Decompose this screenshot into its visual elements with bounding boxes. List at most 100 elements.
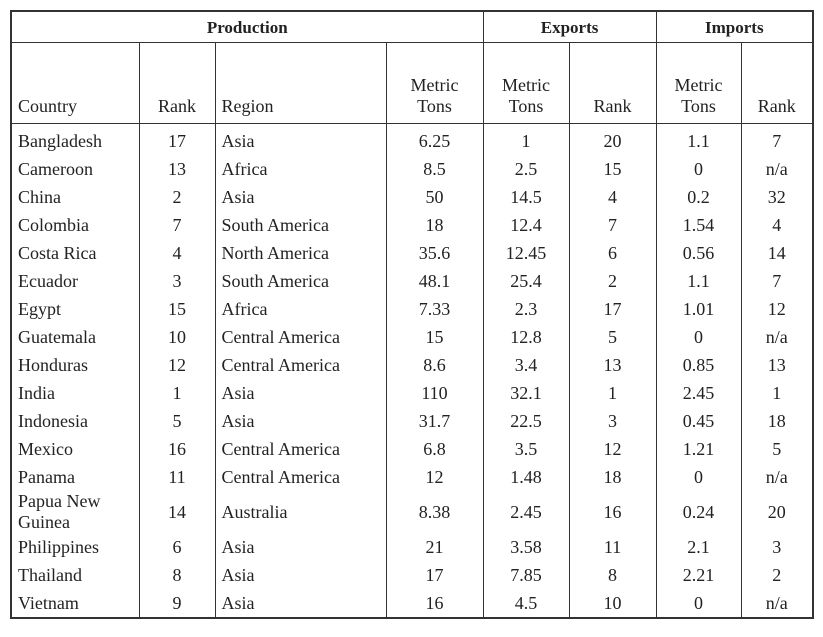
table-row: Thailand 8 Asia 17 7.85 8 2.21 2 — [10, 561, 814, 589]
data-table: Production Exports Imports Country Rank Re… — [10, 10, 815, 619]
table-cell: 13 — [740, 351, 814, 379]
table-cell: n/a — [740, 155, 814, 183]
table-cell: Africa — [214, 155, 387, 183]
table-row: Papua New Guinea 14 Australia 8.38 2.45 16 0.2… — [10, 491, 814, 533]
table-cell: n/a — [740, 589, 814, 618]
table-cell: 32.1 — [482, 379, 570, 407]
table-row: Cameroon 13 Africa 8.5 2.5 15 0 n/a — [10, 155, 814, 183]
group-header: Production — [10, 11, 484, 43]
table-cell: 20 — [568, 123, 657, 155]
table-cell: 10 — [138, 323, 216, 351]
table-cell: 12 — [568, 435, 657, 463]
table-cell: 2 — [740, 561, 814, 589]
table-cell: 8 — [138, 561, 216, 589]
table-body: Bangladesh 17 Asia 6.25 1 20 1.1 7 Cameroon 13 Afr… — [10, 123, 814, 618]
table-cell: 1 — [568, 379, 657, 407]
column-header: Metric Tons — [482, 42, 570, 124]
table-cell: 0 — [655, 155, 742, 183]
table-cell: North America — [214, 239, 387, 267]
table-cell: 8.5 — [385, 155, 484, 183]
table-cell: 13 — [568, 351, 657, 379]
table-cell: Panama — [10, 463, 140, 491]
table-cell: 7 — [138, 211, 216, 239]
table-cell: Thailand — [10, 561, 140, 589]
table-row: Costa Rica 4 North America 35.6 12.45 6 0.56 14 — [10, 239, 814, 267]
table-cell: 0 — [655, 323, 742, 351]
table-cell: 14 — [740, 239, 814, 267]
table-cell: 2.21 — [655, 561, 742, 589]
column-header: Rank — [138, 42, 216, 124]
table-cell: 25.4 — [482, 267, 570, 295]
table-cell: 13 — [138, 155, 216, 183]
table-cell: 21 — [385, 533, 484, 561]
table-cell: Philippines — [10, 533, 140, 561]
group-row: Production Exports Imports — [10, 11, 814, 43]
table-cell: 14 — [138, 491, 216, 533]
table-cell: 16 — [568, 491, 657, 533]
table-cell: Vietnam — [10, 589, 140, 618]
table-row: Honduras 12 Central America 8.6 3.4 13 0.85 13 — [10, 351, 814, 379]
table-cell: 20 — [740, 491, 814, 533]
table-cell: n/a — [740, 463, 814, 491]
table-cell: 3.4 — [482, 351, 570, 379]
table-cell: 32 — [740, 183, 814, 211]
column-header: Rank — [740, 42, 814, 124]
table-cell: 16 — [138, 435, 216, 463]
table-cell: 2.45 — [655, 379, 742, 407]
table-row: China 2 Asia 50 14.5 4 0.2 32 — [10, 183, 814, 211]
table-cell: 0.56 — [655, 239, 742, 267]
table-cell: Ecuador — [10, 267, 140, 295]
table-cell: 12.45 — [482, 239, 570, 267]
table-cell: 4 — [568, 183, 657, 211]
table-cell: Central America — [214, 351, 387, 379]
table-cell: 12 — [385, 463, 484, 491]
table-cell: 7.33 — [385, 295, 484, 323]
table-cell: 15 — [568, 155, 657, 183]
column-row: Country Rank Region Metric Tons Metric Tons R… — [10, 42, 814, 124]
table-cell: 17 — [138, 123, 216, 155]
table-cell: 16 — [385, 589, 484, 618]
table-cell: 14.5 — [482, 183, 570, 211]
table-cell: 3.58 — [482, 533, 570, 561]
table-cell: 1.1 — [655, 123, 742, 155]
table-cell: 1.01 — [655, 295, 742, 323]
table-cell: Central America — [214, 463, 387, 491]
table-row: Guatemala 10 Central America 15 12.8 5 0 n/a — [10, 323, 814, 351]
table-cell: 1.54 — [655, 211, 742, 239]
table-cell: 11 — [138, 463, 216, 491]
table-cell: 4 — [740, 211, 814, 239]
table-row: India 1 Asia 110 32.1 1 2.45 1 — [10, 379, 814, 407]
table-cell: 35.6 — [385, 239, 484, 267]
table-cell: 0.85 — [655, 351, 742, 379]
table-cell: 2.5 — [482, 155, 570, 183]
table-cell: 3.5 — [482, 435, 570, 463]
table-row: Panama 11 Central America 12 1.48 18 0 n/a — [10, 463, 814, 491]
table-cell: 6.25 — [385, 123, 484, 155]
table-cell: 3 — [138, 267, 216, 295]
table-cell: 48.1 — [385, 267, 484, 295]
table-cell: Asia — [214, 589, 387, 618]
table-cell: 2.1 — [655, 533, 742, 561]
table-cell: 15 — [385, 323, 484, 351]
column-header: Metric Tons — [655, 42, 742, 124]
table-cell: 0 — [655, 463, 742, 491]
table-cell: 18 — [385, 211, 484, 239]
table-cell: 7 — [740, 267, 814, 295]
table-cell: 4 — [138, 239, 216, 267]
table-cell: 6.8 — [385, 435, 484, 463]
table-cell: 5 — [568, 323, 657, 351]
table-row: Colombia 7 South America 18 12.4 7 1.54 4 — [10, 211, 814, 239]
table-cell: Honduras — [10, 351, 140, 379]
table-cell: Asia — [214, 379, 387, 407]
table-cell: Egypt — [10, 295, 140, 323]
table-cell: Costa Rica — [10, 239, 140, 267]
table-cell: 0.45 — [655, 407, 742, 435]
table-cell: 12.4 — [482, 211, 570, 239]
table-cell: 2.3 — [482, 295, 570, 323]
column-header: Rank — [568, 42, 657, 124]
table-cell: 7 — [568, 211, 657, 239]
table-cell: 2 — [138, 183, 216, 211]
table-cell: Papua New Guinea — [10, 491, 140, 533]
table-cell: 5 — [138, 407, 216, 435]
